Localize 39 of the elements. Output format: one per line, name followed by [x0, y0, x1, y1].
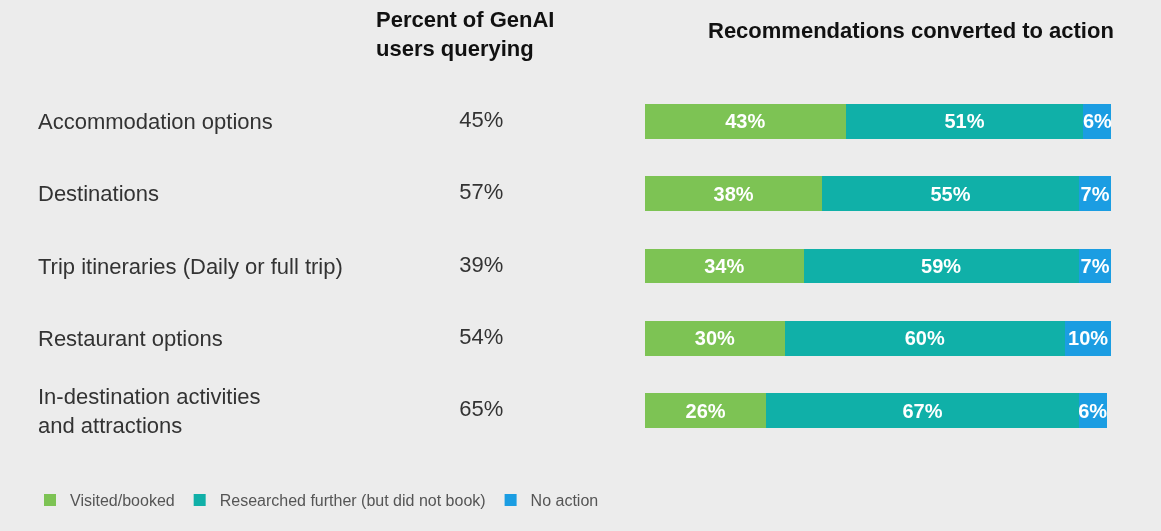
bar: [645, 393, 767, 429]
bar: [645, 176, 823, 211]
data-label: 7%: [1080, 182, 1110, 205]
y-tick-label: Destinations: [38, 181, 160, 206]
data-label: 7%: [1080, 255, 1110, 277]
y-tick-label: Trip itineraries (Daily or full trip): [38, 254, 343, 279]
legend-label: Visited/booked: [70, 492, 175, 510]
legend-label: No action: [530, 492, 599, 510]
text: 65%: [459, 396, 504, 422]
data-label: 55%: [930, 182, 971, 205]
data-label: 60%: [904, 327, 945, 350]
data-label: 34%: [704, 255, 745, 277]
text: 54%: [459, 323, 504, 349]
y-tick-label: Accommodation options: [38, 109, 273, 134]
y-tick-label: Restaurant options: [38, 326, 223, 351]
bar: [822, 176, 1079, 211]
text: 57%: [459, 179, 504, 205]
bar: [645, 103, 846, 139]
data-label: 59%: [921, 255, 962, 277]
data-label: 51%: [944, 110, 985, 133]
bar: [845, 103, 1084, 139]
data-label: 43%: [725, 110, 766, 133]
text: Percent of GenAI users querying: [376, 7, 555, 61]
bar: [645, 321, 785, 356]
bar: [784, 321, 1065, 356]
chart-title: Recommendations converted to action: [708, 18, 1114, 43]
data-label: 26%: [685, 399, 726, 422]
data-label: 38%: [713, 182, 754, 205]
text: 45%: [459, 106, 504, 132]
y-tick-label: In-destination activities and attractions: [38, 384, 261, 438]
bar: [766, 393, 1079, 429]
data-label: 67%: [902, 399, 943, 422]
text: 39%: [459, 251, 504, 277]
legend-label: Researched further (but did not book): [219, 492, 486, 510]
data-label: 6%: [1078, 399, 1108, 422]
data-label: 10%: [1068, 327, 1109, 350]
bar: [645, 248, 804, 284]
bar: [803, 248, 1079, 284]
data-label: 30%: [694, 327, 736, 350]
